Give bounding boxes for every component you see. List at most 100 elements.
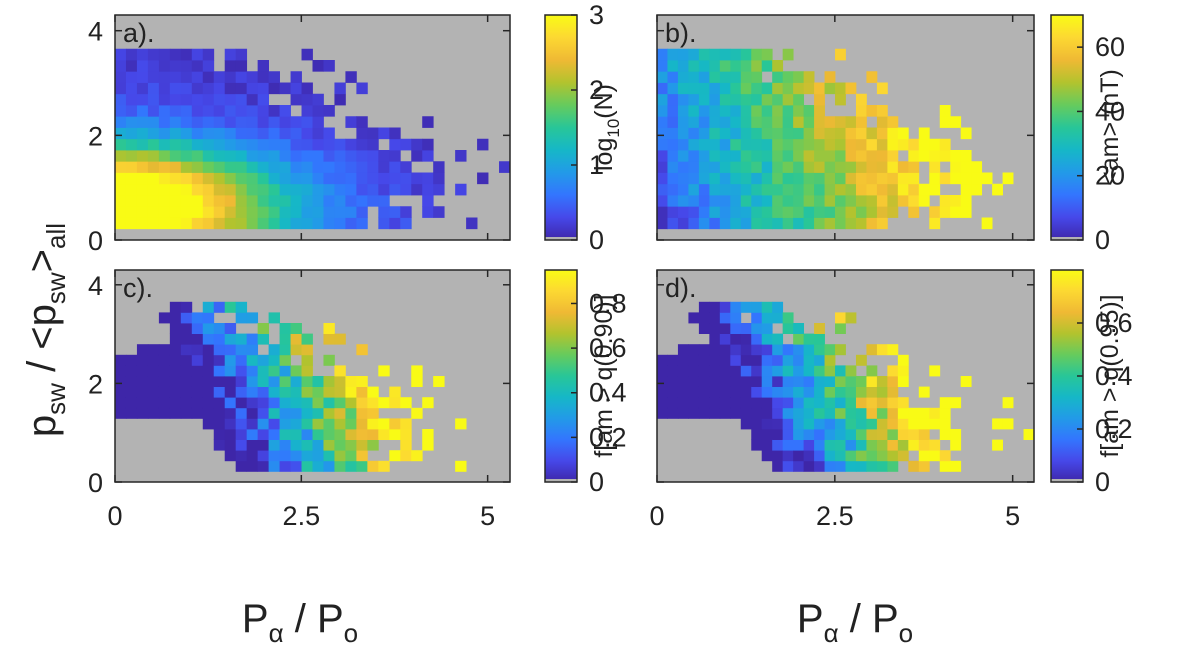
heatmap-cell — [191, 365, 204, 377]
heatmap-cell — [455, 150, 467, 162]
heatmap-cell — [772, 150, 784, 162]
heatmap-cell — [290, 217, 302, 230]
heatmap-cell — [115, 127, 127, 140]
heatmap-cell — [312, 450, 324, 462]
heatmap-cell — [158, 93, 171, 106]
heatmap-cell — [719, 397, 731, 409]
heatmap-cell — [835, 460, 846, 472]
heatmap-cell — [688, 344, 700, 356]
heatmap-cell — [356, 116, 368, 128]
heatmap-cell — [908, 429, 920, 440]
heatmap-cell — [793, 460, 805, 472]
heatmap-cell — [824, 161, 836, 173]
heatmap-cell — [202, 82, 215, 95]
heatmap-cell — [772, 105, 784, 117]
heatmap-cell — [939, 450, 951, 462]
heatmap-cell — [740, 217, 752, 230]
heatmap-cell — [290, 127, 302, 140]
heatmap-cell — [125, 60, 138, 72]
heatmap-cell — [334, 138, 346, 151]
heatmap-cell — [709, 217, 721, 230]
heatmap-cell — [125, 105, 138, 117]
heatmap-cell — [761, 429, 773, 440]
heatmap-cell — [400, 429, 412, 440]
heatmap-cell — [356, 82, 368, 95]
heatmap-cell — [136, 183, 149, 196]
heatmap-cell — [257, 397, 270, 409]
heatmap-cell — [246, 161, 259, 173]
heatmap-cell — [147, 365, 160, 377]
heatmap-cell — [268, 429, 280, 440]
heatmap-cell — [751, 376, 763, 387]
heatmap-cell — [268, 172, 280, 185]
heatmap-cell — [334, 418, 346, 430]
heatmap-cell — [334, 206, 346, 218]
heatmap-cell — [378, 161, 390, 173]
heatmap-cell — [301, 206, 313, 218]
heatmap-cell — [136, 116, 149, 128]
heatmap-cell — [751, 172, 763, 185]
heatmap-cell — [803, 460, 815, 472]
heatmap-cell — [323, 418, 335, 430]
heatmap-cell — [887, 460, 899, 472]
heatmap-cell — [301, 344, 313, 356]
colorbar-frame — [544, 269, 578, 483]
heatmap-cell — [235, 82, 248, 95]
heatmap-cell — [960, 195, 972, 207]
heatmap-cell — [147, 217, 160, 230]
heatmap-cell — [136, 407, 149, 419]
heatmap-cell — [698, 93, 710, 106]
heatmap-cell — [279, 407, 291, 419]
heatmap-cell — [257, 60, 270, 72]
heatmap-cell — [918, 195, 930, 207]
heatmap-cell — [866, 365, 878, 377]
heatmap-cell — [845, 397, 857, 409]
heatmap-cell — [824, 150, 836, 162]
heatmap-cell — [719, 365, 731, 377]
heatmap-cell — [719, 82, 731, 95]
heatmap-cell — [466, 217, 478, 230]
heatmap-cell — [180, 407, 193, 419]
heatmap-cell — [824, 429, 836, 440]
heatmap-cell — [824, 138, 836, 151]
heatmap-cell — [345, 418, 357, 430]
heatmap-cell — [136, 397, 149, 409]
colorbar-tick-label: 0.2 — [589, 422, 627, 452]
heatmap-cell — [191, 386, 204, 398]
heatmap-cell — [730, 82, 742, 95]
heatmap-cell — [422, 150, 434, 162]
heatmap-cell — [845, 206, 857, 218]
heatmap-cell — [845, 418, 857, 430]
heatmap-cell — [213, 150, 226, 162]
heatmap-cell — [719, 386, 731, 398]
heatmap-cell — [334, 439, 346, 451]
heatmap-cell — [709, 301, 721, 313]
heatmap-cell — [992, 418, 1003, 430]
heatmap-cell — [740, 82, 752, 95]
heatmap-cell — [824, 450, 836, 462]
heatmap-cell — [929, 206, 941, 218]
heatmap-cell — [677, 407, 689, 419]
heatmap-cell — [158, 172, 171, 185]
heatmap-cell — [709, 354, 721, 366]
heatmap-cell — [814, 105, 825, 117]
heatmap-cell — [279, 365, 291, 377]
heatmap-cell — [761, 312, 773, 324]
heatmap-cell — [378, 172, 390, 185]
heatmap-cell — [202, 376, 215, 387]
heatmap-cell — [279, 206, 291, 218]
heatmap-cell — [115, 71, 127, 83]
heatmap-cell — [323, 323, 335, 334]
heatmap-cell — [246, 312, 259, 324]
heatmap-cell — [202, 354, 215, 366]
heatmap-cell — [180, 161, 193, 173]
heatmap-cell — [213, 127, 226, 140]
heatmap-cell — [257, 429, 270, 440]
x-tick-label: 5 — [1005, 501, 1020, 531]
heatmap-cell — [814, 172, 825, 185]
heatmap-cell — [115, 386, 127, 398]
heatmap-cell — [213, 105, 226, 117]
heatmap-cell — [191, 71, 204, 83]
heatmap-cell — [158, 150, 171, 162]
heatmap-cell — [323, 376, 335, 387]
